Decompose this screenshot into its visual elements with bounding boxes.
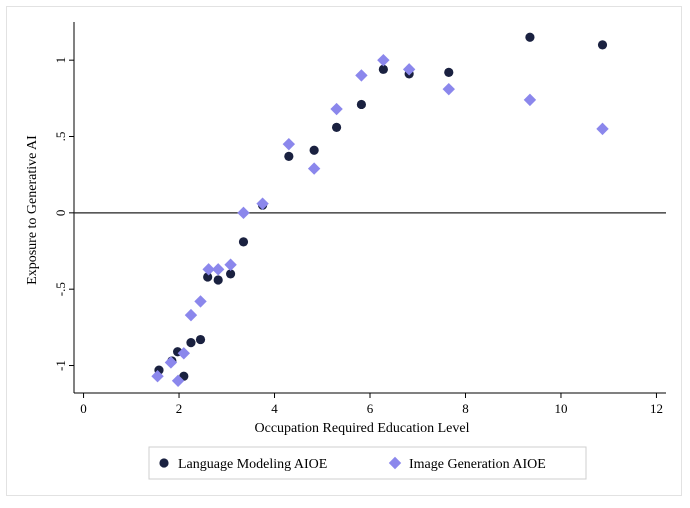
image-generation-point xyxy=(211,263,225,276)
legend-label: Image Generation AIOE xyxy=(409,457,546,472)
image-generation-point xyxy=(194,295,207,308)
y-tick-label: 1 xyxy=(53,57,68,64)
y-tick-label: -.5 xyxy=(53,282,68,296)
image-generation-point xyxy=(442,82,455,96)
x-axis-title: Occupation Required Education Level xyxy=(255,421,470,436)
language-modeling-point xyxy=(203,272,213,282)
image-generation-point xyxy=(171,374,185,387)
image-generation-point xyxy=(184,308,198,322)
legend: Language Modeling AIOE Image Generation A… xyxy=(148,446,587,480)
language-modeling-point xyxy=(309,145,319,155)
x-tick-label: 10 xyxy=(554,401,567,416)
legend-diamond-marker xyxy=(388,456,402,470)
image-generation-point xyxy=(596,122,609,136)
language-modeling-point xyxy=(525,32,535,42)
language-modeling-point xyxy=(356,99,367,110)
image-generation-point xyxy=(523,93,537,107)
x-tick-label: 12 xyxy=(650,401,663,416)
x-tick-label: 2 xyxy=(176,401,183,416)
language-modeling-point xyxy=(213,275,223,285)
image-generation-point xyxy=(202,263,215,276)
language-modeling-point xyxy=(284,151,294,161)
y-tick-label: -1 xyxy=(53,360,68,371)
data-marks xyxy=(151,32,609,387)
image-generation-point xyxy=(224,258,237,271)
legend-label: Language Modeling AIOE xyxy=(178,457,327,472)
language-modeling-point xyxy=(331,122,342,132)
image-generation-point xyxy=(402,63,416,76)
image-generation-point xyxy=(377,53,390,67)
y-axis-title: Exposure to Generative AI xyxy=(25,135,40,285)
language-modeling-point xyxy=(597,40,608,50)
language-modeling-point xyxy=(195,334,206,345)
image-generation-point xyxy=(282,137,296,151)
legend-box xyxy=(148,446,587,480)
image-generation-point xyxy=(330,102,343,116)
axes: 0 2 4 6 8 10 12 -1 -.5 0 .5 1 xyxy=(53,22,666,416)
image-generation-point xyxy=(151,370,164,383)
x-tick-label: 6 xyxy=(367,401,374,416)
language-modeling-point xyxy=(186,338,196,348)
y-tick-label: 0 xyxy=(53,210,68,217)
legend-circle-marker xyxy=(159,458,169,468)
chart-frame xyxy=(6,6,682,496)
x-tick-label: 4 xyxy=(271,401,278,416)
image-generation-point xyxy=(307,162,321,175)
image-generation-point xyxy=(164,356,178,369)
x-tick-label: 8 xyxy=(462,401,469,416)
image-generation-point xyxy=(237,206,250,220)
language-modeling-point xyxy=(444,67,454,77)
language-modeling-point xyxy=(238,237,249,247)
language-modeling-point xyxy=(225,269,236,279)
image-generation-point xyxy=(355,69,368,82)
y-tick-label: .5 xyxy=(53,132,68,142)
image-generation-point xyxy=(177,347,191,360)
language-modeling-point xyxy=(378,64,388,74)
x-tick-label: 0 xyxy=(80,401,87,416)
image-generation-point xyxy=(256,197,269,210)
